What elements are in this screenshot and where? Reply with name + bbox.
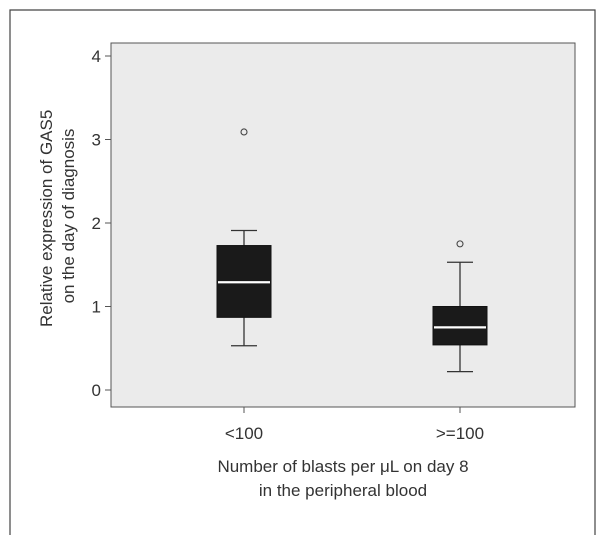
- y-axis-title-line-1: Relative expression of GAS5: [37, 110, 56, 327]
- y-axis: 0 1 2 3 4: [92, 47, 111, 400]
- x-axis-title-line-2: in the peripheral blood: [259, 481, 427, 500]
- plot-area: [110, 42, 576, 408]
- iqr-box: [432, 306, 488, 346]
- y-tick-label: 3: [92, 131, 101, 150]
- y-axis-title: Relative expression of GAS5 on the day o…: [37, 105, 78, 327]
- x-tick-label: <100: [225, 424, 263, 443]
- y-tick-label: 0: [92, 381, 101, 400]
- y-tick-label: 2: [92, 214, 101, 233]
- box-plot-2: [432, 240, 488, 373]
- y-tick-label: 1: [92, 298, 101, 317]
- box-plot-1: [216, 128, 272, 347]
- y-tick-label: 4: [92, 47, 101, 66]
- outlier-point: [456, 240, 464, 248]
- y-axis-title-line-2: on the day of diagnosis: [59, 129, 78, 304]
- figure-border: [9, 9, 596, 535]
- x-axis: <100 >=100: [225, 407, 484, 443]
- x-axis-title-line-1: Number of blasts per μL on day 8: [217, 457, 468, 476]
- box-plots: [216, 128, 488, 373]
- outlier-point: [240, 128, 248, 136]
- x-tick-label: >=100: [436, 424, 484, 443]
